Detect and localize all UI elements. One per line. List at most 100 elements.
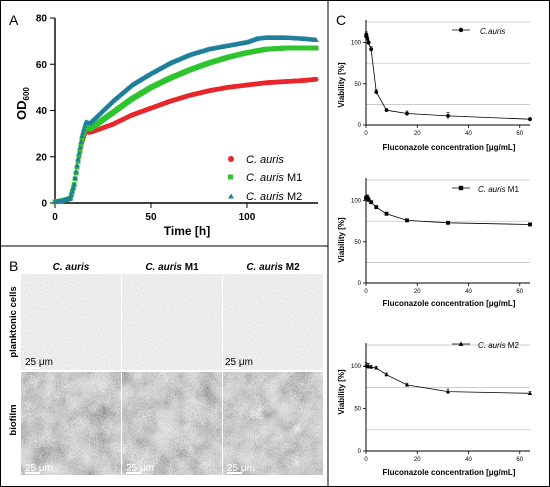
via-y-tick-label-0: 0 <box>358 281 362 287</box>
micro-header-m1-suffix: M1 <box>182 262 199 273</box>
via-ylabel-auris: Viability [%] <box>337 62 346 108</box>
micro-image-planktonic-m1 <box>122 274 222 370</box>
growth-y-tick-label-80: 80 <box>36 14 48 25</box>
legend-marker-auris <box>228 156 234 162</box>
via-point <box>374 205 379 210</box>
micro-row-label-biofilm: biofilm <box>8 404 19 435</box>
via-point <box>369 200 374 205</box>
via-point <box>366 40 371 45</box>
micro-header-auris: C. auris <box>53 262 90 273</box>
viability-chart-m2: 0 50 100 0 20 40 60 <box>351 341 533 463</box>
growth-point <box>78 138 84 144</box>
growth-y-label-main: OD <box>14 101 29 121</box>
via-y-tick-label-100: 100 <box>351 199 362 205</box>
growth-point <box>76 153 82 159</box>
via-legend-auris-name: C.auris <box>480 27 505 36</box>
via-xlabel-m1: Fluconazole concentration [μg/mL] <box>383 299 516 308</box>
growth-y-ticks: 0 20 40 60 80 <box>36 14 55 210</box>
growth-point <box>75 158 81 164</box>
legend-item-auris-name: C. auris <box>246 154 284 166</box>
scale-label-2: 25 μm <box>225 357 253 368</box>
via-legend-m2-name: C. auris <box>478 341 506 350</box>
via-point <box>366 197 371 202</box>
micro-header-m1-name: C. auris <box>145 262 182 273</box>
legend-item-m1-name: C. auris <box>246 172 284 184</box>
via-x-tick-label-40: 40 <box>465 289 472 295</box>
scale-label-5: 25 μm <box>227 463 255 474</box>
growth-series <box>52 34 319 205</box>
via-legend-m1-name: C. auris <box>478 185 506 194</box>
growth-point <box>75 156 81 162</box>
growth-point <box>79 138 85 143</box>
via-y-tick-label-0: 0 <box>358 123 362 129</box>
growth-point <box>76 150 82 156</box>
via-point <box>528 222 532 227</box>
via-ylabel-m2: Viability [%] <box>337 369 346 415</box>
via-legend-auris: C.auris <box>480 27 505 36</box>
via-legend-m1: C. auris M1 <box>478 185 519 194</box>
growth-point <box>68 192 74 197</box>
growth-point <box>77 144 83 150</box>
growth-point <box>78 143 84 149</box>
via-x-tick-label-20: 20 <box>414 131 421 137</box>
via-legend-m2-suffix: M2 <box>506 341 520 350</box>
legend-marker-m2 <box>228 193 234 199</box>
via-point <box>369 364 374 369</box>
viability-chart-auris: 0 50 100 0 20 40 60 <box>351 20 532 137</box>
legend-item-m2-name: C. auris <box>246 191 284 203</box>
via-x-tick-label-60: 60 <box>516 457 523 463</box>
growth-legend: C. auris C. auris M1 C. auris M2 <box>228 154 302 203</box>
growth-point <box>313 76 319 82</box>
via-y-tick-label-100: 100 <box>351 41 362 47</box>
panel-label-c: C <box>336 12 346 28</box>
via-x-tick-label-40: 40 <box>465 131 472 137</box>
microscopy-grid: C. auris C. auris M1 C. auris M2 plankto… <box>8 262 323 475</box>
via-legend-marker <box>458 341 464 346</box>
via-legend-m2: C. auris M2 <box>478 341 519 350</box>
via-point <box>374 365 379 370</box>
growth-y-label: OD600 <box>14 87 31 120</box>
growth-point <box>79 133 85 138</box>
micro-header-m2-suffix: M2 <box>283 262 300 273</box>
growth-y-tick-label-0: 0 <box>41 199 47 210</box>
growth-point <box>82 122 88 128</box>
growth-point <box>73 169 79 174</box>
growth-point <box>74 162 80 168</box>
via-x-tick-label-20: 20 <box>414 457 421 463</box>
viability-chart-m1: 0 50 100 0 20 40 60 <box>351 178 532 295</box>
growth-x-label: Time [h] <box>164 224 210 238</box>
scale-label-3: 25 μm <box>25 463 53 474</box>
growth-point <box>71 181 77 187</box>
micro-row-label-planktonic: planktonic cells <box>8 286 19 357</box>
legend-item-m1-suffix: M1 <box>284 172 302 184</box>
via-point <box>365 36 370 41</box>
via-point <box>527 391 533 395</box>
via-point <box>528 117 532 122</box>
growth-point <box>67 195 73 201</box>
via-legend-marker <box>458 185 464 191</box>
via-y-tick-label-100: 100 <box>351 364 362 370</box>
micro-image-planktonic-auris: 25 μm <box>21 274 121 370</box>
growth-point <box>313 37 319 43</box>
via-y-tick-label-50: 50 <box>354 82 361 88</box>
via-point <box>374 90 379 94</box>
via-y-tick-label-50: 50 <box>354 407 361 413</box>
panel-label-a: A <box>9 12 19 28</box>
via-point <box>369 47 374 52</box>
via-x-tick-label-60: 60 <box>516 131 523 137</box>
micro-image-planktonic-m2: 25 μm <box>223 274 323 370</box>
micro-image-biofilm-m1: 25 μm <box>122 372 222 475</box>
legend-item-m1: C. auris M1 <box>246 172 302 184</box>
micro-header-auris-name: C. auris <box>53 262 90 273</box>
scale-label-4: 25 μm <box>126 463 154 474</box>
via-x-tick-label-20: 20 <box>414 289 421 295</box>
via-x-tick-label-0: 0 <box>364 131 368 137</box>
growth-series-auris <box>52 76 319 205</box>
legend-item-m2-suffix: M2 <box>284 191 302 203</box>
growth-point <box>72 175 78 181</box>
growth-y-tick-label-40: 40 <box>36 106 48 117</box>
micro-header-m2: C. auris M2 <box>246 262 300 273</box>
via-y-tick-label-0: 0 <box>358 449 362 455</box>
growth-point <box>70 185 76 191</box>
